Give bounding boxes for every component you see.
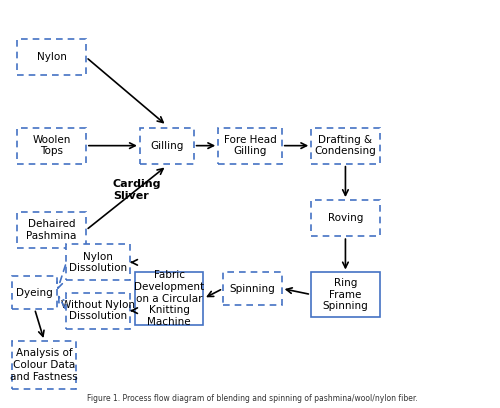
Text: Carding
Sliver: Carding Sliver [113,179,162,201]
Text: Fore Head
Gilling: Fore Head Gilling [224,135,276,156]
FancyBboxPatch shape [311,273,380,317]
FancyBboxPatch shape [18,128,86,164]
Text: Roving: Roving [328,213,363,223]
Text: Ring
Frame
Spinning: Ring Frame Spinning [322,278,368,311]
FancyBboxPatch shape [140,128,194,164]
FancyBboxPatch shape [18,212,86,248]
FancyBboxPatch shape [135,273,203,325]
Text: Dehaired
Pashmina: Dehaired Pashmina [26,220,77,241]
FancyBboxPatch shape [12,341,76,389]
FancyBboxPatch shape [12,277,56,308]
Text: Dyeing: Dyeing [16,288,53,297]
FancyBboxPatch shape [66,293,130,329]
FancyBboxPatch shape [66,244,130,280]
Text: Nylon: Nylon [36,52,66,62]
FancyBboxPatch shape [223,273,282,305]
Text: Figure 1. Process flow diagram of blending and spinning of pashmina/wool/nylon f: Figure 1. Process flow diagram of blendi… [87,394,418,403]
Text: Woolen
Tops: Woolen Tops [32,135,71,156]
Text: Gilling: Gilling [150,141,184,151]
Text: Nylon
Dissolution: Nylon Dissolution [69,252,127,273]
Text: Without Nylon
Dissolution: Without Nylon Dissolution [61,300,135,322]
FancyBboxPatch shape [218,128,282,164]
Text: Drafting &
Condensing: Drafting & Condensing [314,135,376,156]
FancyBboxPatch shape [311,128,380,164]
FancyBboxPatch shape [18,39,86,75]
Text: Analysis of
Colour Data
and Fastness: Analysis of Colour Data and Fastness [10,348,78,381]
Text: Spinning: Spinning [230,284,276,293]
FancyBboxPatch shape [311,200,380,236]
Text: Fabric
Development
on a Circular
Knitting
Machine: Fabric Development on a Circular Knittin… [134,271,204,327]
